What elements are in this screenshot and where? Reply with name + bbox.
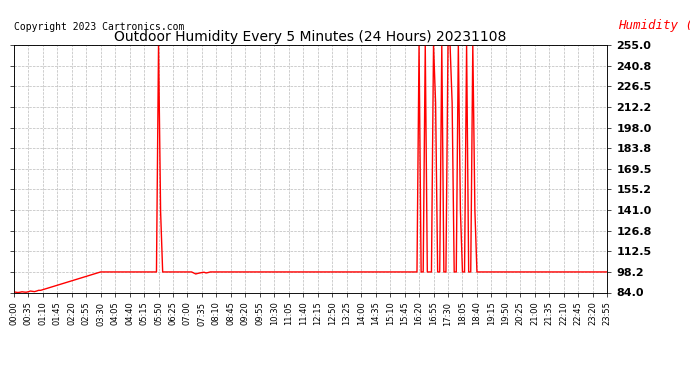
Text: Humidity (%): Humidity (%) xyxy=(618,19,690,32)
Text: Copyright 2023 Cartronics.com: Copyright 2023 Cartronics.com xyxy=(14,22,184,32)
Title: Outdoor Humidity Every 5 Minutes (24 Hours) 20231108: Outdoor Humidity Every 5 Minutes (24 Hou… xyxy=(115,30,506,44)
